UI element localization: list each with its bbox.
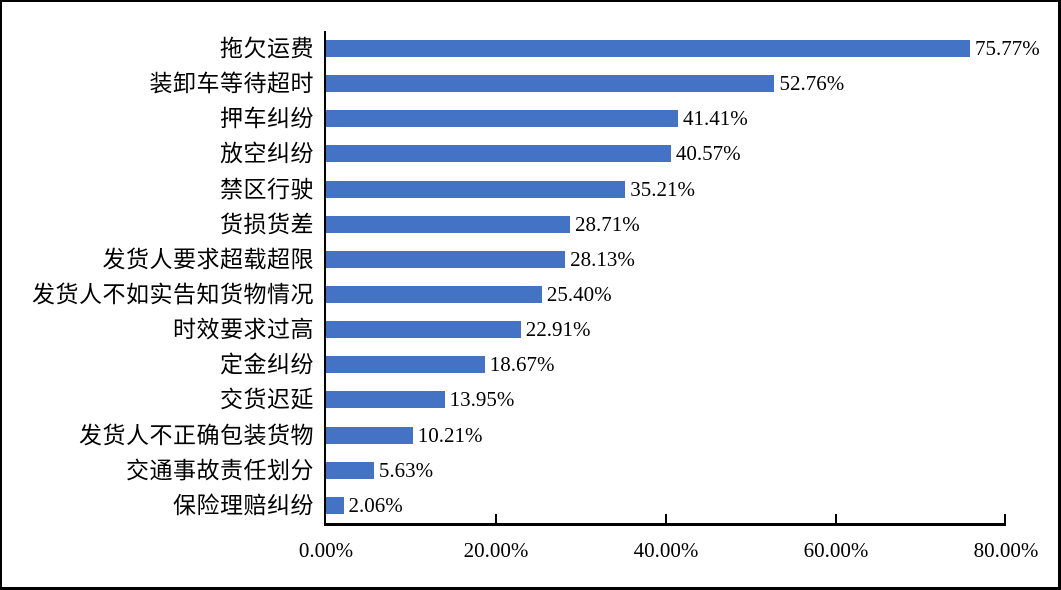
bar-row: 75.77% [326,31,1040,66]
bar-rows: 75.77% 52.76% 41.41% 40.57% 35.21% 28.71% 28.1… [326,31,1040,523]
category-label: 交货迟延 [220,387,314,413]
bar [326,75,775,93]
bar [326,321,521,339]
bar-row: 13.95% [326,382,1006,417]
bar [326,110,678,128]
bar-value-label: 75.77% [975,36,1040,61]
x-axis-tick-label: 80.00% [973,538,1039,562]
bar [326,145,671,163]
bar [326,215,571,233]
bar-value-label: 28.13% [570,246,635,271]
plot-area: 75.77% 52.76% 41.41% 40.57% 35.21% 28.71% 28.1… [324,31,1040,526]
bar-value-label: 5.63% [378,457,434,482]
category-label: 发货人要求超载超限 [102,246,314,272]
x-axis-tick [665,514,667,523]
bar-value-label: 2.06% [348,492,403,517]
bar-value-label: 40.57% [675,141,741,166]
category-label: 装卸车等待超时 [149,71,314,97]
category-label: 发货人不如实告知货物情况 [32,282,314,308]
bar-row: 28.13% [326,242,1006,277]
x-axis-tick-label: 20.00% [463,538,529,562]
category-label: 货损货差 [220,211,314,237]
bar [326,496,344,514]
bar-row: 2.06% [326,488,1006,523]
x-axis-tick-label: 0.00% [298,538,354,562]
bar [326,356,485,374]
bar-row: 10.21% [326,418,1006,453]
bar-value-label: 13.95% [449,387,515,412]
bar-row: 52.76% [326,66,1006,101]
x-axis-tick-label: 40.00% [633,538,699,562]
category-axis-labels: 拖欠运费装卸车等待超时押车纠纷放空纠纷禁区行驶货损货差发货人要求超载超限发货人不… [2,31,314,523]
bar-row: 28.71% [326,207,1006,242]
bar-row: 22.91% [326,312,1006,347]
bar-row: 18.67% [326,347,1006,382]
bar-row: 25.40% [326,277,1006,312]
bar-row: 5.63% [326,453,1006,488]
category-label: 发货人不正确包装货物 [79,422,314,448]
bar-value-label: 52.76% [779,71,845,96]
x-axis-tick [1004,514,1006,523]
category-label: 保险理赔纠纷 [173,492,314,518]
x-axis-tick [835,514,837,523]
category-label: 拖欠运费 [220,36,314,62]
bar [326,40,971,58]
x-axis-labels: 0.00% 20.00% 40.00% 60.00% 80.00% [299,538,1039,567]
category-label: 押车纠纷 [220,106,314,132]
x-axis-tick [495,514,497,523]
bar-value-label: 41.41% [682,106,748,131]
category-label: 交通事故责任划分 [126,457,314,483]
category-label: 禁区行驶 [220,176,314,202]
bar-value-label: 25.40% [546,282,612,307]
bar-row: 41.41% [326,101,1006,136]
bar-value-label: 35.21% [630,176,696,201]
bar-value-label: 10.21% [417,422,483,447]
x-axis-tick-label: 60.00% [803,538,869,562]
bar [326,461,374,479]
category-label: 定金纠纷 [220,352,314,378]
bar-value-label: 22.91% [525,317,591,342]
bar [326,250,566,268]
bar-value-label: 28.71% [575,211,640,236]
bar [326,426,413,444]
category-label: 放空纠纷 [220,141,314,167]
bar [326,391,445,409]
bar-row: 40.57% [326,136,1006,171]
category-label: 时效要求过高 [173,317,314,343]
bar-value-label: 18.67% [489,352,555,377]
bar-row: 35.21% [326,172,1006,207]
bar [326,180,626,198]
bar [326,286,542,304]
